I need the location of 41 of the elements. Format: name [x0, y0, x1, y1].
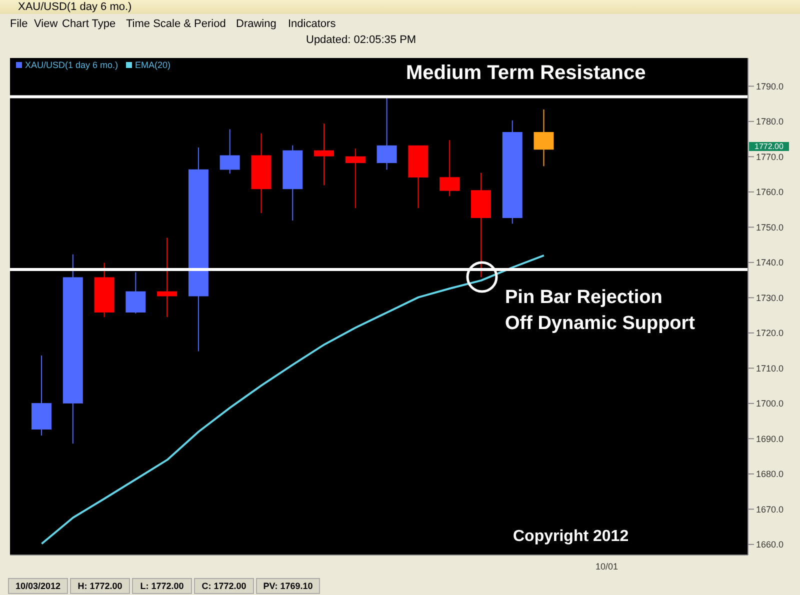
text: Drawing: [236, 18, 276, 30]
y-tick-label: 1700.0: [756, 398, 784, 409]
text: C: 1772.00: [194, 578, 254, 594]
candlestick: [345, 148, 366, 209]
candlestick: [440, 140, 460, 197]
annotation: Medium Term Resistance: [406, 62, 646, 85]
y-tick-label: 1760.0: [756, 187, 784, 198]
y-tick-label: 1780.0: [756, 116, 784, 127]
annotation: Copyright 2012: [513, 528, 629, 546]
y-tick-label: 1660.0: [756, 540, 784, 550]
y-tick-label: 1730.0: [756, 292, 784, 303]
text: Updated: 02:05:35 PM: [306, 34, 416, 46]
candlestick: [126, 272, 146, 314]
text: Indicators: [288, 18, 336, 30]
y-tick-label: 1680.0: [756, 469, 784, 480]
text: View: [34, 18, 58, 30]
y-tick-label: 1790.0: [756, 81, 784, 92]
candlestick: [157, 237, 178, 318]
text: H: 1772.00: [70, 578, 130, 594]
y-tick-label: 1670.0: [756, 504, 784, 514]
text: 1772.00: [749, 142, 789, 151]
y-tick-label: 1740.0: [756, 258, 784, 268]
text: Chart Type: [62, 18, 116, 30]
text: L: 1772.00: [132, 578, 192, 594]
candlestick: [534, 108, 554, 167]
text: File: [10, 18, 28, 30]
y-tick-label: 1710.0: [756, 363, 784, 374]
chart-title: XAU/USD(1 day 6 mo.): [18, 1, 132, 13]
y-tick-label: 1770.0: [756, 152, 784, 162]
text: PV: 1769.10: [256, 578, 320, 594]
y-tick-label: 1690.0: [756, 434, 784, 444]
y-tick-label: 1750.0: [756, 222, 784, 232]
legend-label: XAU/USD(1 day 6 mo.): [24, 60, 118, 70]
text: 10/03/2012: [8, 578, 68, 594]
x-tick-label: 10/01: [595, 561, 618, 572]
candlestick: [314, 123, 334, 186]
legend-label: EMA(20): [134, 60, 171, 70]
annotation: Pin Bar Rejection Off Dynamic Support: [505, 286, 696, 336]
y-tick-label: 1720.0: [756, 328, 784, 338]
text: Time Scale & Period: [126, 18, 226, 30]
candlestick: [220, 128, 240, 174]
